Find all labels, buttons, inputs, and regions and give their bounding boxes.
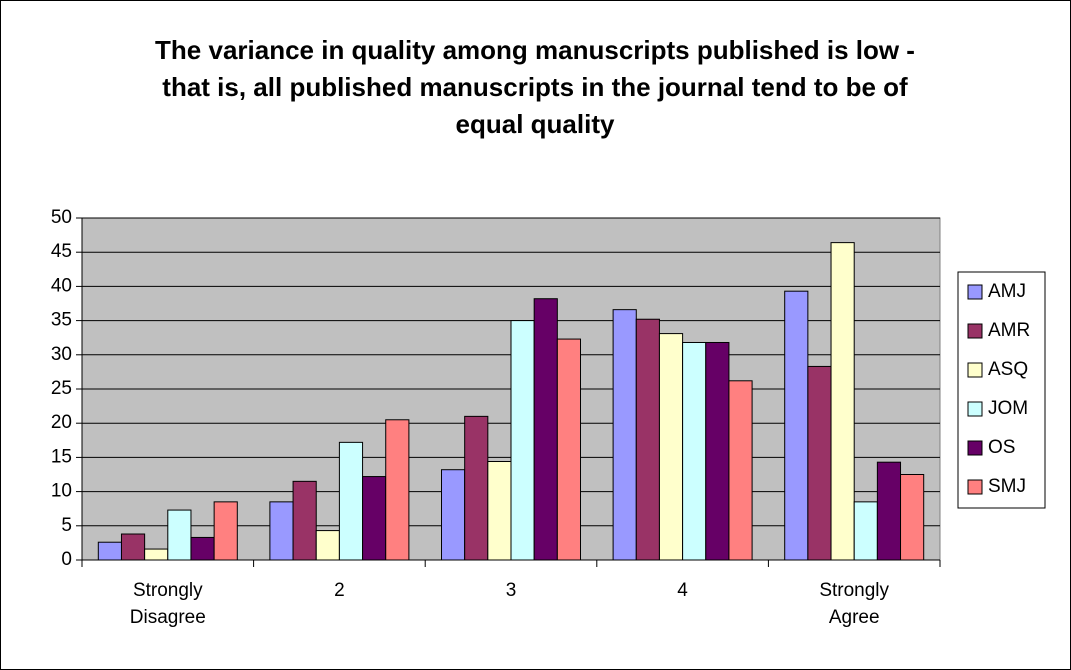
y-tick-label: 5	[61, 515, 72, 536]
bar	[784, 290, 809, 561]
y-tick-label: 10	[51, 481, 72, 502]
bar	[612, 309, 637, 561]
bar	[682, 341, 707, 561]
chart-title: The variance in quality among manuscript…	[155, 35, 915, 139]
legend-box	[957, 271, 1046, 509]
x-tick-label: 3	[505, 580, 517, 601]
bar	[362, 476, 387, 561]
y-tick-label: 35	[51, 310, 72, 331]
legend-label: OS	[988, 437, 1015, 458]
y-tick-label: 15	[51, 446, 72, 467]
legend-label: ASQ	[988, 359, 1028, 380]
bar	[190, 536, 215, 561]
y-tick-label: 0	[61, 549, 72, 570]
bar	[487, 461, 512, 561]
legend-label: AMR	[988, 320, 1030, 341]
legend-label: SMJ	[988, 476, 1026, 497]
x-tick-label: 4	[677, 580, 688, 601]
bar	[441, 469, 466, 561]
bar	[807, 365, 832, 561]
x-tick-label: 2	[334, 580, 345, 601]
legend-label: AMJ	[988, 281, 1026, 302]
bar	[269, 501, 294, 561]
bar	[900, 474, 925, 561]
bar	[167, 509, 192, 561]
y-tick-label: 45	[51, 241, 72, 262]
legend-swatch	[967, 323, 983, 339]
bar	[213, 501, 238, 561]
bar	[385, 419, 410, 561]
bar	[533, 298, 558, 561]
bar	[728, 380, 753, 561]
legend-swatch	[967, 362, 983, 378]
legend-swatch	[967, 479, 983, 495]
bar	[556, 338, 581, 561]
x-tick-label: Strongly Agree	[819, 580, 890, 628]
bar	[510, 320, 535, 561]
y-tick-label: 30	[51, 344, 72, 365]
y-tick-label: 50	[51, 207, 72, 228]
bar	[658, 333, 684, 561]
bar	[120, 533, 146, 561]
bar	[144, 548, 169, 561]
bar	[315, 530, 340, 561]
bar	[876, 461, 902, 561]
bar	[635, 318, 660, 561]
legend-swatch	[967, 440, 983, 456]
bar	[464, 415, 489, 561]
legend-label: JOM	[988, 398, 1028, 419]
bar	[292, 480, 317, 561]
y-tick-label: 40	[51, 275, 72, 296]
bar	[705, 341, 730, 561]
y-tick-label: 25	[51, 378, 72, 399]
bar	[830, 242, 855, 561]
legend-swatch	[967, 401, 983, 417]
y-tick-label: 20	[51, 412, 72, 433]
bar	[97, 541, 122, 561]
bar	[853, 501, 878, 561]
x-tick-label: Strongly Disagree	[129, 580, 206, 628]
bar	[338, 441, 364, 561]
legend-swatch	[967, 284, 983, 300]
